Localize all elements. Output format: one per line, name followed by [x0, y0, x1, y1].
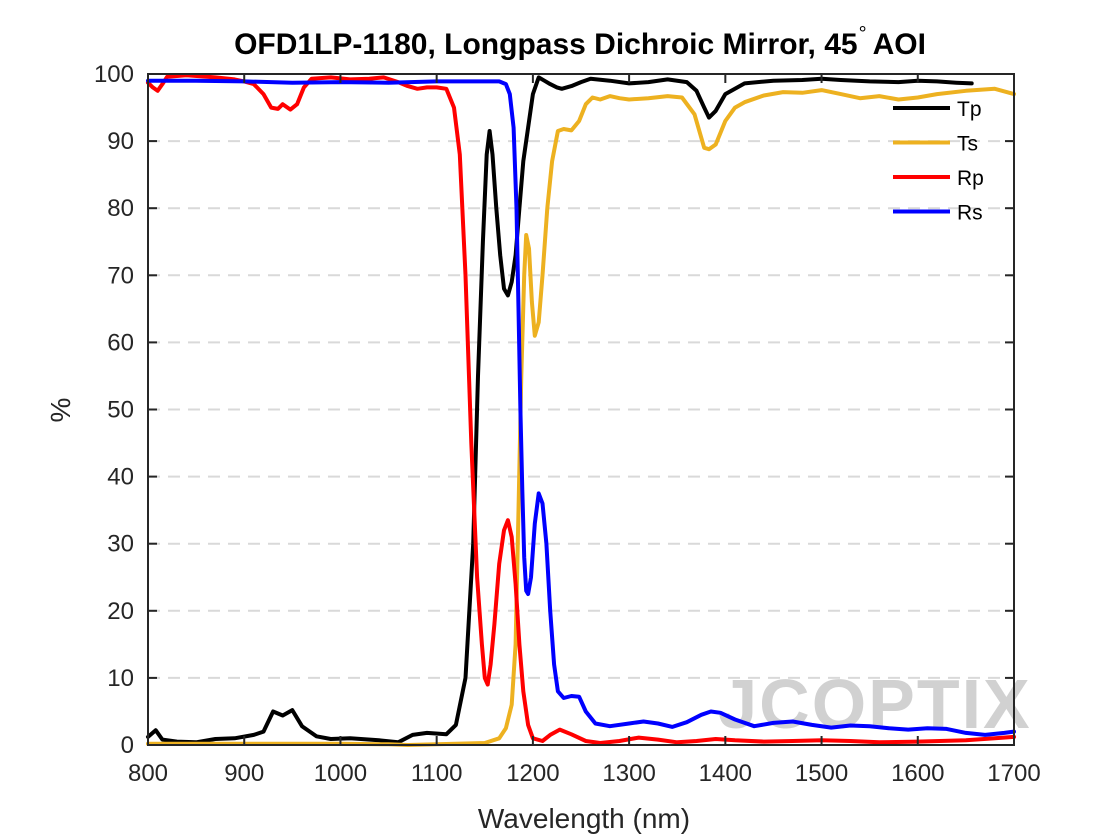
y-tick-label-100: 100	[94, 61, 134, 88]
y-tick-label-60: 60	[107, 329, 134, 356]
x-tick-label-1200: 1200	[506, 760, 559, 787]
y-tick-label-90: 90	[107, 128, 134, 155]
y-tick-label-0: 0	[121, 732, 134, 759]
tick-labels: 800 900 1000 1100 1200 1300 1400 1500 1600 1700 0 1…	[94, 61, 1041, 787]
x-tick-label-1000: 1000	[314, 760, 367, 787]
x-tick-label-1700: 1700	[987, 760, 1040, 787]
y-tick-label-70: 70	[107, 262, 134, 289]
y-tick-label-30: 30	[107, 531, 134, 558]
x-tick-label-1100: 1100	[411, 760, 463, 787]
x-axis-label: Wavelength (nm)	[478, 803, 690, 834]
series-line-rs	[146, 78, 1016, 737]
x-tick-label-800: 800	[128, 760, 168, 787]
x-tick-label-900: 900	[224, 760, 264, 787]
chart-title-main: OFD1LP-1180, Longpass Dichroic Mirror, 4…	[234, 28, 858, 61]
grid-lines	[148, 140, 1014, 679]
chart-title: OFD1LP-1180, Longpass Dichroic Mirror, 4…	[234, 23, 926, 61]
legend-label-rs: Rs	[957, 202, 983, 225]
series-line-tp	[146, 75, 974, 745]
y-tick-label-50: 50	[107, 397, 134, 424]
x-tick-label-1500: 1500	[795, 760, 848, 787]
x-tick-label-1300: 1300	[602, 760, 655, 787]
y-axis-label: %	[45, 398, 76, 423]
legend: Tp Ts Rp Rs	[893, 98, 984, 225]
legend-label-rp: Rp	[957, 167, 984, 190]
legend-label-tp: Tp	[957, 98, 982, 121]
chart-title-suffix: AOI	[873, 28, 926, 61]
y-tick-label-10: 10	[107, 665, 134, 692]
y-tick-label-40: 40	[107, 464, 134, 491]
x-tick-label-1600: 1600	[891, 760, 944, 787]
axes	[147, 73, 1015, 746]
watermark-text: JCOPTIX	[718, 665, 1032, 743]
y-tick-label-20: 20	[107, 598, 134, 625]
series-layer	[146, 73, 1016, 747]
series-line-rp	[146, 73, 1016, 745]
x-tick-label-1400: 1400	[699, 760, 752, 787]
legend-label-ts: Ts	[957, 133, 978, 156]
series-line-ts	[146, 86, 1016, 747]
y-tick-label-80: 80	[107, 195, 134, 222]
chart-title-degree: °	[859, 23, 867, 45]
watermark-logo: JCOPTIX	[718, 665, 1032, 743]
